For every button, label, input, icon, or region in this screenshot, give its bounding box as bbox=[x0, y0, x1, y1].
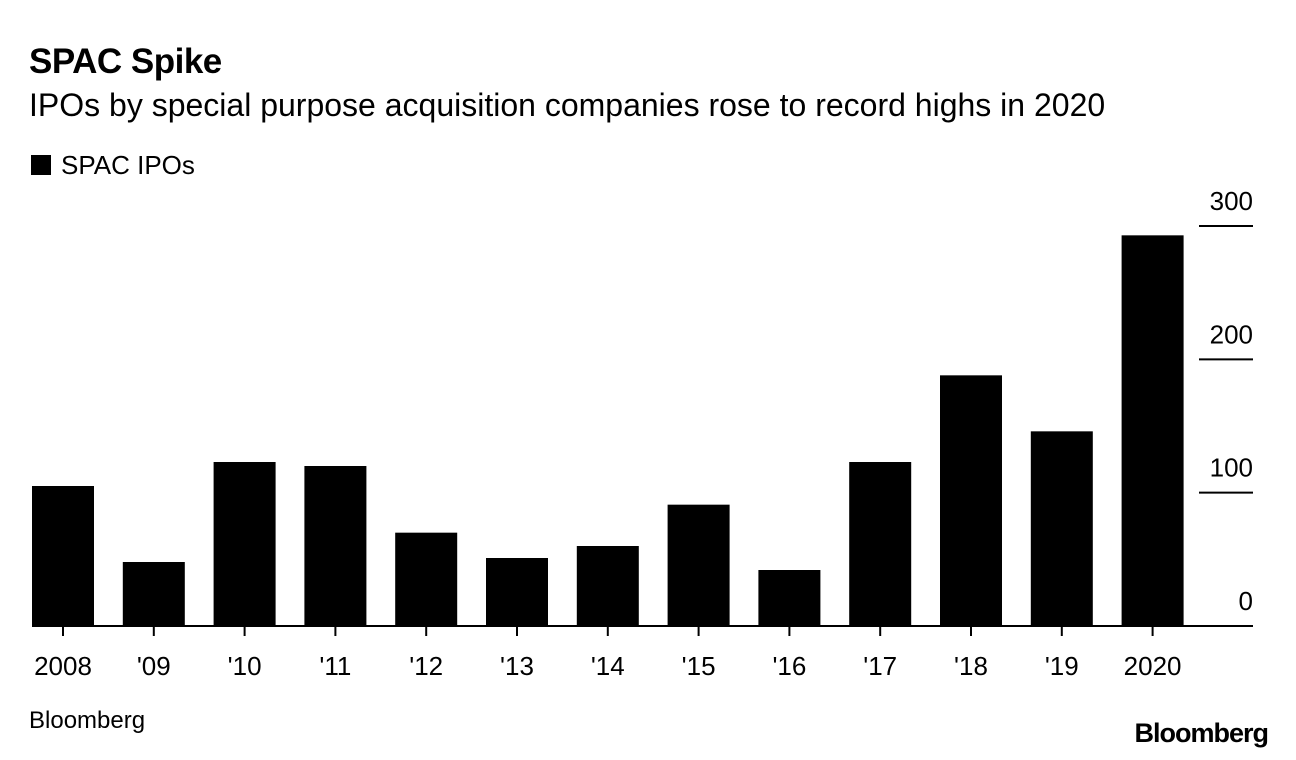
bar bbox=[667, 504, 730, 626]
y-tick-label: 100 bbox=[1210, 453, 1253, 483]
legend-label: SPAC IPOs bbox=[61, 150, 195, 180]
bar bbox=[122, 562, 185, 626]
x-tick-label: '11 bbox=[319, 651, 351, 681]
bar bbox=[1121, 235, 1184, 627]
bar bbox=[304, 466, 367, 626]
x-tick-label: '09 bbox=[137, 651, 171, 681]
x-tick-label: '13 bbox=[500, 651, 534, 681]
x-tick-label: '15 bbox=[682, 651, 716, 681]
y-tick-label: 300 bbox=[1210, 186, 1253, 216]
x-tick-label: '12 bbox=[409, 651, 443, 681]
y-tick-label: 200 bbox=[1210, 319, 1253, 349]
y-tick-label: 0 bbox=[1239, 586, 1253, 616]
bar bbox=[758, 570, 821, 626]
bar bbox=[395, 532, 458, 626]
legend: SPAC IPOs bbox=[31, 150, 195, 180]
chart-subtitle: IPOs by special purpose acquisition comp… bbox=[29, 87, 1106, 123]
x-tick-label: '10 bbox=[228, 651, 262, 681]
x-tick-label: 2020 bbox=[1124, 651, 1182, 681]
x-tick-label: '19 bbox=[1045, 651, 1079, 681]
bar bbox=[576, 546, 639, 626]
bar bbox=[849, 462, 912, 626]
bloomberg-logo: Bloomberg bbox=[1134, 718, 1269, 748]
x-tick-label: '16 bbox=[772, 651, 806, 681]
bar bbox=[213, 462, 276, 626]
x-tick-label: 2008 bbox=[34, 651, 92, 681]
x-tick-label: '18 bbox=[954, 651, 988, 681]
bar bbox=[940, 375, 1002, 626]
source-note: Bloomberg bbox=[29, 707, 146, 734]
x-tick-label: '17 bbox=[863, 651, 897, 681]
legend-swatch bbox=[31, 155, 51, 175]
x-tick-label: '14 bbox=[591, 651, 625, 681]
bar bbox=[32, 486, 94, 626]
chart-title: SPAC Spike bbox=[29, 42, 222, 81]
bar bbox=[486, 558, 548, 626]
bar bbox=[1030, 431, 1093, 626]
